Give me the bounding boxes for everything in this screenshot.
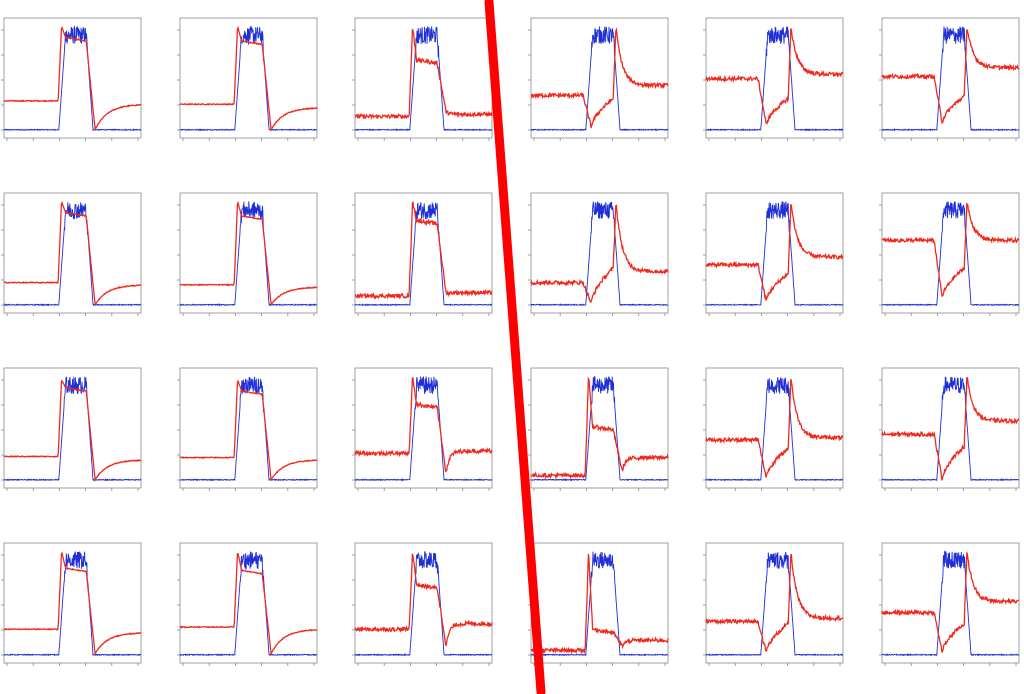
- blue-series-line: [530, 551, 669, 657]
- red-series-line: [705, 203, 844, 302]
- diagonal-divider: [484, 0, 546, 694]
- blue-series-line: [530, 201, 669, 307]
- red-series-line: [354, 553, 493, 647]
- red-series-line: [354, 29, 493, 121]
- red-series-line: [530, 553, 669, 655]
- panel-frame: [881, 367, 1020, 489]
- blue-series-line: [3, 202, 142, 307]
- blue-series-line: [881, 550, 1020, 657]
- blue-series-line: [881, 376, 1020, 482]
- red-series-line: [705, 28, 844, 125]
- panel-r2-c5: [703, 192, 844, 316]
- red-series-line: [530, 204, 669, 304]
- panel-r1-c4: [528, 17, 669, 141]
- blue-series-line: [706, 201, 844, 307]
- red-series-line: [881, 377, 1020, 481]
- blue-series-line: [3, 25, 142, 132]
- panel-r4-c2: [177, 542, 318, 666]
- red-series-line: [354, 377, 493, 473]
- panel-r1-c5: [703, 17, 844, 141]
- blue-series-line: [881, 201, 1020, 307]
- blue-series-line: [3, 551, 142, 657]
- red-series-line: [3, 551, 142, 657]
- panel-r3-c3: [352, 367, 493, 491]
- panel-r1-c1: [1, 17, 142, 141]
- panel-r2-c3: [352, 192, 493, 316]
- blue-series-line: [179, 201, 317, 307]
- panel-frame: [881, 17, 1020, 139]
- panel-r1-c2: [177, 17, 318, 141]
- panel-r1-c6: [879, 17, 1020, 141]
- blue-series-line: [354, 376, 493, 482]
- blue-series-line: [354, 202, 493, 307]
- red-series-line: [179, 379, 318, 481]
- panel-grid: [1, 17, 1020, 666]
- panel-frame: [354, 542, 493, 664]
- panel-r3-c1: [1, 367, 142, 491]
- blue-series-line: [531, 376, 669, 482]
- red-series-line: [354, 201, 493, 300]
- panel-r2-c6: [879, 192, 1020, 316]
- blue-series-line: [179, 551, 318, 657]
- panel-r3-c4: [528, 367, 669, 491]
- panel-r4-c3: [352, 542, 493, 666]
- red-series-line: [179, 25, 318, 132]
- blue-series-line: [354, 551, 493, 657]
- red-series-line: [881, 29, 1020, 124]
- blue-series-line: [179, 376, 317, 482]
- panel-frame: [881, 192, 1020, 314]
- red-series-line: [881, 202, 1020, 298]
- red-series-line: [179, 201, 318, 306]
- panel-frame: [354, 17, 493, 139]
- panel-r1-c3: [352, 17, 493, 141]
- blue-series-line: [705, 551, 844, 657]
- blue-series-line: [179, 26, 318, 132]
- panel-r4-c5: [703, 542, 844, 666]
- panel-r2-c2: [177, 192, 318, 316]
- red-series-line: [530, 376, 669, 480]
- blue-series-line: [881, 26, 1020, 132]
- blue-series-line: [3, 376, 142, 482]
- panel-r2-c1: [1, 192, 142, 316]
- blue-series-line: [530, 26, 669, 132]
- panel-r3-c5: [703, 367, 844, 491]
- panel-r3-c2: [177, 367, 318, 491]
- red-series-line: [705, 553, 843, 653]
- panel-r4-c6: [879, 542, 1020, 666]
- red-series-line: [179, 553, 318, 656]
- panel-r2-c4: [528, 192, 669, 316]
- red-series-line: [3, 201, 142, 306]
- panel-r4-c1: [1, 542, 142, 666]
- blue-series-line: [705, 26, 844, 132]
- blue-series-line: [354, 26, 493, 132]
- panel-r4-c4: [528, 542, 669, 666]
- red-series-line: [3, 25, 142, 131]
- panel-r3-c6: [879, 367, 1020, 491]
- red-series-line: [705, 378, 844, 478]
- blue-series-line: [705, 377, 844, 482]
- red-series-line: [530, 27, 669, 129]
- red-series-line: [881, 552, 1020, 653]
- panel-frame: [705, 367, 844, 489]
- red-series-line: [3, 379, 142, 483]
